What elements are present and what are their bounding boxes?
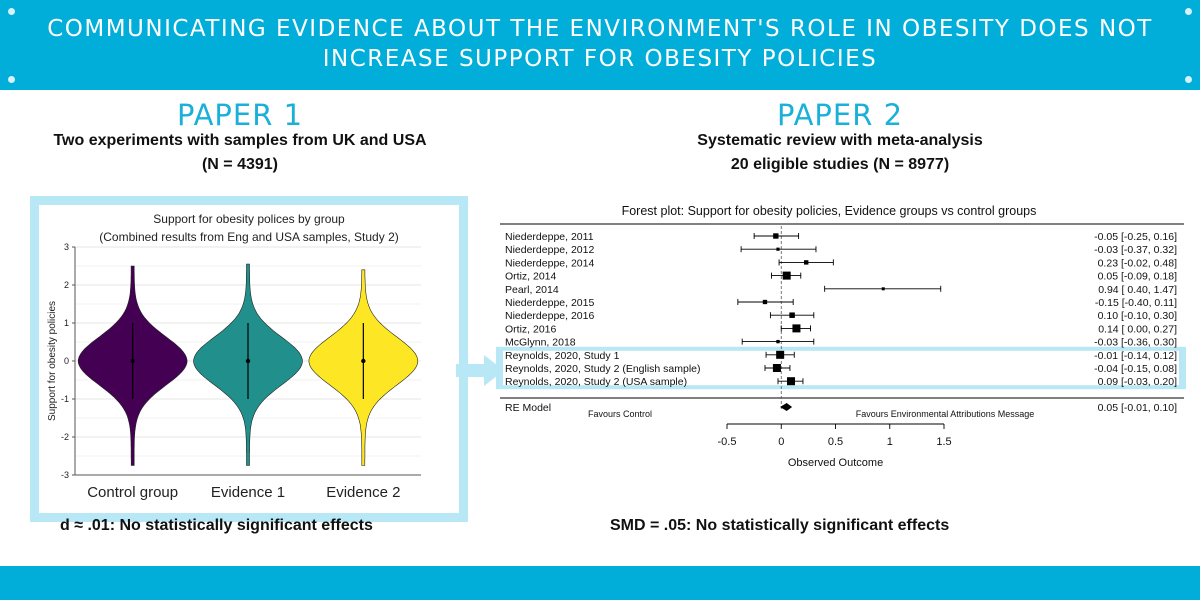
study-ci-text: 0.10 [-0.10, 0.30] <box>1098 310 1177 322</box>
forest-x-axis-label: Observed Outcome <box>788 457 883 469</box>
study-estimate-square <box>792 324 801 333</box>
page-title: Communicating evidence about the environ… <box>47 16 1153 72</box>
paper2-subtitle: Systematic review with meta-analysis 20 … <box>610 129 1070 177</box>
study-label: Reynolds, 2020, Study 2 (USA sample) <box>505 376 687 388</box>
study-estimate-square <box>772 364 781 372</box>
x-tick-label: Evidence 1 <box>211 484 285 501</box>
summary-label: RE Model <box>505 402 551 414</box>
violin-median-point <box>245 358 251 364</box>
y-tick-label: 3 <box>64 242 69 252</box>
violin-title: Support for obesity polices by group <box>153 212 345 226</box>
study-estimate-square <box>804 260 809 265</box>
forest-x-tick-label: 0 <box>778 436 784 448</box>
corner-dot-bottom-left <box>8 76 15 83</box>
y-tick-label: 0 <box>64 356 69 366</box>
study-ci-text: 0.14 [ 0.00, 0.27] <box>1098 323 1177 335</box>
study-label: Reynolds, 2020, Study 2 (English sample) <box>505 363 701 375</box>
paper1-title: PAPER 1 <box>176 98 304 132</box>
forest-x-tick-label: 1.5 <box>936 436 951 448</box>
study-estimate-square <box>762 299 768 305</box>
favours-control-label: Favours Control <box>588 409 652 419</box>
paper1-subtitle: Two experiments with samples from UK and… <box>10 129 470 177</box>
study-estimate-square <box>776 247 780 251</box>
x-tick-label: Control group <box>87 484 178 501</box>
violin-median-point <box>130 358 135 364</box>
highlight-band-inner <box>503 350 1179 386</box>
study-label: Niederdeppe, 2012 <box>505 244 594 256</box>
study-ci-text: -0.04 [-0.15, 0.08] <box>1094 363 1177 375</box>
forest-x-tick-label: 1 <box>887 436 893 448</box>
paper1-subtitle-line1: Two experiments with samples from UK and… <box>53 132 427 149</box>
study-label: Niederdeppe, 2011 <box>505 231 594 243</box>
study-estimate-square <box>773 233 779 239</box>
paper1-result: d ≈ .01: No statistically significant ef… <box>60 517 373 534</box>
paper2-subtitle-line1: Systematic review with meta-analysis <box>697 132 983 149</box>
paper2-result: SMD = .05: No statistically significant … <box>610 517 950 534</box>
study-ci-text: -0.01 [-0.14, 0.12] <box>1094 350 1177 362</box>
study-estimate-square <box>782 271 791 280</box>
summary-ci-text: 0.05 [-0.01, 0.10] <box>1098 402 1177 414</box>
study-ci-text: -0.15 [-0.40, 0.11] <box>1095 297 1177 309</box>
y-tick-label: 2 <box>64 280 69 290</box>
x-tick-label: Evidence 2 <box>326 484 400 501</box>
study-ci-text: 0.23 [-0.02, 0.48] <box>1098 257 1177 269</box>
study-label: Niederdeppe, 2016 <box>505 310 594 322</box>
forest-x-tick-label: -0.5 <box>718 436 737 448</box>
study-label: Reynolds, 2020, Study 1 <box>505 350 620 362</box>
header-banner: Communicating evidence about the environ… <box>0 0 1200 90</box>
study-ci-text: 0.05 [-0.09, 0.18] <box>1098 271 1177 283</box>
paper1-subtitle-line2: (N = 4391) <box>201 156 279 173</box>
forest-title: Forest plot: Support for obesity policie… <box>622 204 1037 218</box>
violin-median-point <box>361 358 366 364</box>
study-ci-text: 0.94 [ 0.40, 1.47] <box>1098 284 1177 296</box>
paper2-title: PAPER 2 <box>776 98 904 132</box>
study-label: Niederdeppe, 2015 <box>505 297 594 309</box>
violin-chart-frame: Support for obesity polices by group (Com… <box>30 196 468 522</box>
study-estimate-square <box>776 350 785 359</box>
study-estimate-square <box>776 339 780 344</box>
footer-banner <box>0 566 1200 600</box>
study-ci-text: -0.03 [-0.37, 0.32] <box>1094 244 1177 256</box>
highlight-band <box>496 346 1186 390</box>
paper2-subtitle-line2: 20 eligible studies (N = 8977) <box>730 156 950 173</box>
study-label: McGlynn, 2018 <box>505 337 576 349</box>
study-ci-text: 0.09 [-0.03, 0.20] <box>1098 376 1177 388</box>
study-ci-text: -0.05 [-0.25, 0.16] <box>1094 231 1177 243</box>
corner-dot-bottom-right <box>1185 76 1192 83</box>
corner-dot-top-right <box>1185 8 1192 15</box>
study-label: Niederdeppe, 2014 <box>505 257 594 269</box>
study-ci-text: -0.03 [-0.36, 0.30] <box>1094 337 1177 349</box>
y-axis-label: Support for obesity policies <box>47 301 58 421</box>
corner-dot-top-left <box>8 8 15 15</box>
y-tick-label: 1 <box>64 318 69 328</box>
y-tick-label: -3 <box>61 470 69 480</box>
study-estimate-square <box>787 377 796 386</box>
y-tick-label: -2 <box>61 432 69 442</box>
violin-subtitle: (Combined results from Eng and USA sampl… <box>99 230 398 244</box>
study-label: Ortiz, 2014 <box>505 271 557 283</box>
favours-message-label: Favours Environmental Attributions Messa… <box>856 409 1035 419</box>
forest-x-tick-label: 0.5 <box>828 436 843 448</box>
study-label: Ortiz, 2016 <box>505 323 557 335</box>
summary-diamond <box>780 403 793 411</box>
y-tick-label: -1 <box>61 394 69 404</box>
arrow-icon <box>456 355 504 386</box>
study-label: Pearl, 2014 <box>505 284 559 296</box>
violin-chart: Support for obesity polices by group (Com… <box>47 212 421 501</box>
study-estimate-square <box>881 287 885 291</box>
study-estimate-square <box>789 312 795 318</box>
